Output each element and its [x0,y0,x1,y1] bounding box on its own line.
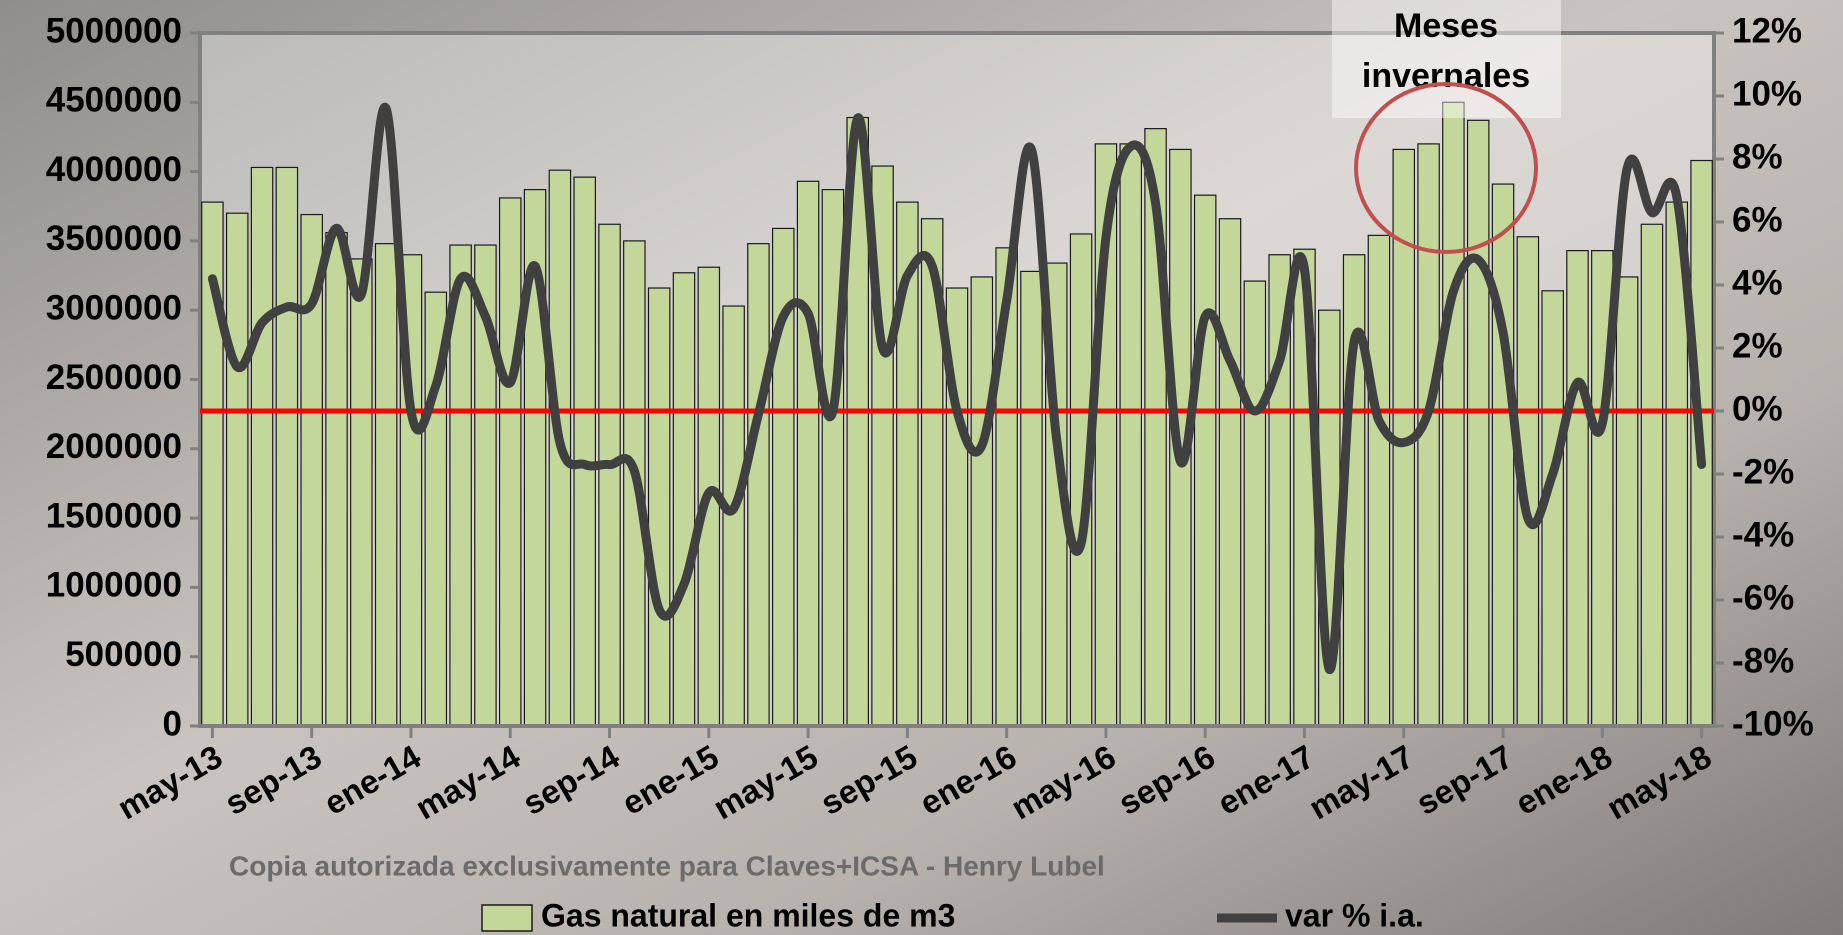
bar [225,212,249,727]
y2-tick-label: -8% [1732,641,1794,680]
bar [1491,183,1515,727]
y-tick-label: 4500000 [46,81,182,120]
bar [672,272,696,727]
legend-label: var % i.a. [1285,897,1424,933]
bar [1243,280,1267,727]
y2-tick-label: -6% [1732,578,1794,617]
y-tick-label: 1000000 [46,566,182,605]
bar [1119,143,1143,727]
bar [1566,250,1589,727]
annotation-circle [1354,82,1538,254]
legend-label: Gas natural en miles de m3 [541,897,955,933]
y2-tick-label: 10% [1732,74,1802,113]
y-tick-label: 0 [163,704,182,743]
bar [498,197,522,727]
y-tick-label: 3500000 [46,219,182,258]
y-tick-label: 2500000 [46,358,182,397]
bar [350,258,373,727]
y2-tick-label: 0% [1732,389,1783,428]
chart-layer: 0 500000 1000000 1500000 2000000 2500000 30000… [46,0,1814,933]
bar [1442,101,1465,727]
y2-tick-label: -4% [1732,515,1794,554]
y2-tick-label: 4% [1732,263,1783,302]
bar [647,287,671,727]
bar [573,176,596,727]
bar [325,231,348,727]
bar [1466,119,1490,727]
bar [250,166,274,727]
bar [970,276,994,727]
bar [374,243,398,727]
bar [722,305,745,727]
y-tick-label: 1500000 [46,496,182,535]
y2-tick-label: -2% [1732,452,1794,491]
y2-tick-label: -10% [1732,704,1814,743]
y2-tick-label: 6% [1732,200,1783,239]
legend-swatch [481,904,533,932]
bar [1640,223,1664,727]
bar [1218,218,1242,727]
bar [796,180,820,727]
annotation-text: Meses [1394,7,1498,45]
annotation-box [1332,0,1561,118]
line [207,102,1707,674]
y2-tick-label: 2% [1732,326,1783,365]
annotation-text: invernales [1362,57,1530,95]
watermark: Copia autorizada exclusivamente para Cla… [229,850,1105,881]
y-tick-label: 3000000 [46,288,182,327]
bar [747,243,770,727]
y-tick-label: 4000000 [46,150,182,189]
bar [598,223,621,727]
y2-tick-label: 8% [1732,137,1783,176]
y-tick-label: 5000000 [46,11,182,50]
bar [1020,270,1043,727]
bar [1367,234,1391,727]
bar [1615,276,1639,727]
bar [275,166,299,727]
y-tick-label: 500000 [65,635,182,674]
y-tick-label: 2000000 [46,427,182,466]
y2-tick-label: 12% [1732,11,1802,50]
bar [1193,194,1217,727]
